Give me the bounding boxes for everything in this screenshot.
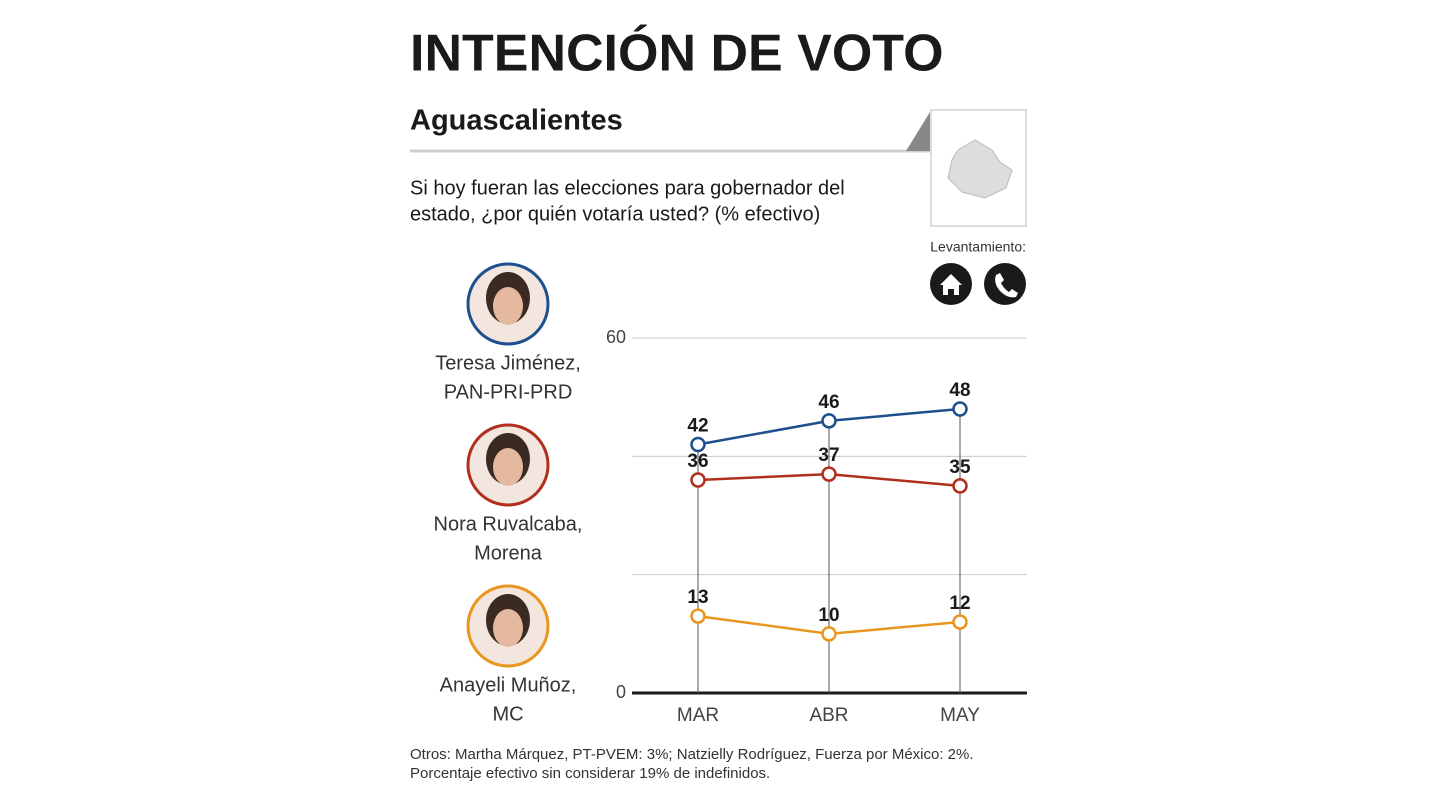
note: Porcentaje efectivo sin considerar 19% d…	[410, 765, 770, 782]
legend-name: Teresa Jiménez,	[435, 352, 581, 374]
note: Otros: Martha Márquez, PT-PVEM: 3%; Natz…	[410, 746, 974, 763]
home-glyph	[940, 274, 962, 295]
point	[821, 413, 837, 429]
question: Si hoy fueran las elecciones para gobern…	[410, 177, 845, 199]
subtitle: Aguascalientes	[410, 105, 623, 137]
y-tick-label: 60	[606, 327, 626, 347]
value-label: 12	[949, 593, 970, 614]
portrait-face	[493, 609, 523, 647]
phone-glyph	[995, 273, 1018, 298]
legend-name: Anayeli Muñoz,	[440, 674, 577, 696]
value-label: 10	[818, 605, 839, 626]
value-label: 46	[818, 392, 839, 413]
legend-party: Morena	[474, 542, 543, 564]
question: estado, ¿por quién votaría usted? (% efe…	[410, 203, 820, 225]
legend-party: PAN-PRI-PRD	[444, 381, 573, 403]
point	[690, 436, 706, 453]
x-tick-label: MAY	[940, 705, 980, 726]
value-label: 42	[687, 416, 708, 437]
value-label: 48	[949, 380, 970, 401]
x-tick-label: MAR	[677, 705, 719, 726]
x-tick-label: ABR	[809, 705, 848, 726]
point	[952, 478, 968, 494]
title: INTENCIÓN DE VOTO	[410, 25, 944, 83]
value-label: 35	[949, 457, 971, 478]
point	[821, 466, 837, 482]
value-label: 36	[687, 451, 708, 472]
divider-corner	[906, 112, 930, 151]
state-map	[947, 139, 1013, 199]
y-tick-label: 0	[616, 682, 626, 702]
portrait-face	[493, 448, 523, 486]
portrait-face	[493, 287, 523, 325]
value-label: 13	[687, 587, 708, 608]
point	[690, 608, 706, 624]
survey-label: Levantamiento:	[930, 239, 1026, 255]
legend-name: Nora Ruvalcaba,	[434, 513, 583, 535]
point	[952, 401, 968, 417]
point	[690, 472, 706, 488]
legend-party: MC	[492, 703, 523, 725]
point	[821, 626, 837, 642]
point	[952, 614, 968, 630]
phone-icon	[984, 263, 1026, 305]
value-label: 37	[818, 445, 839, 466]
